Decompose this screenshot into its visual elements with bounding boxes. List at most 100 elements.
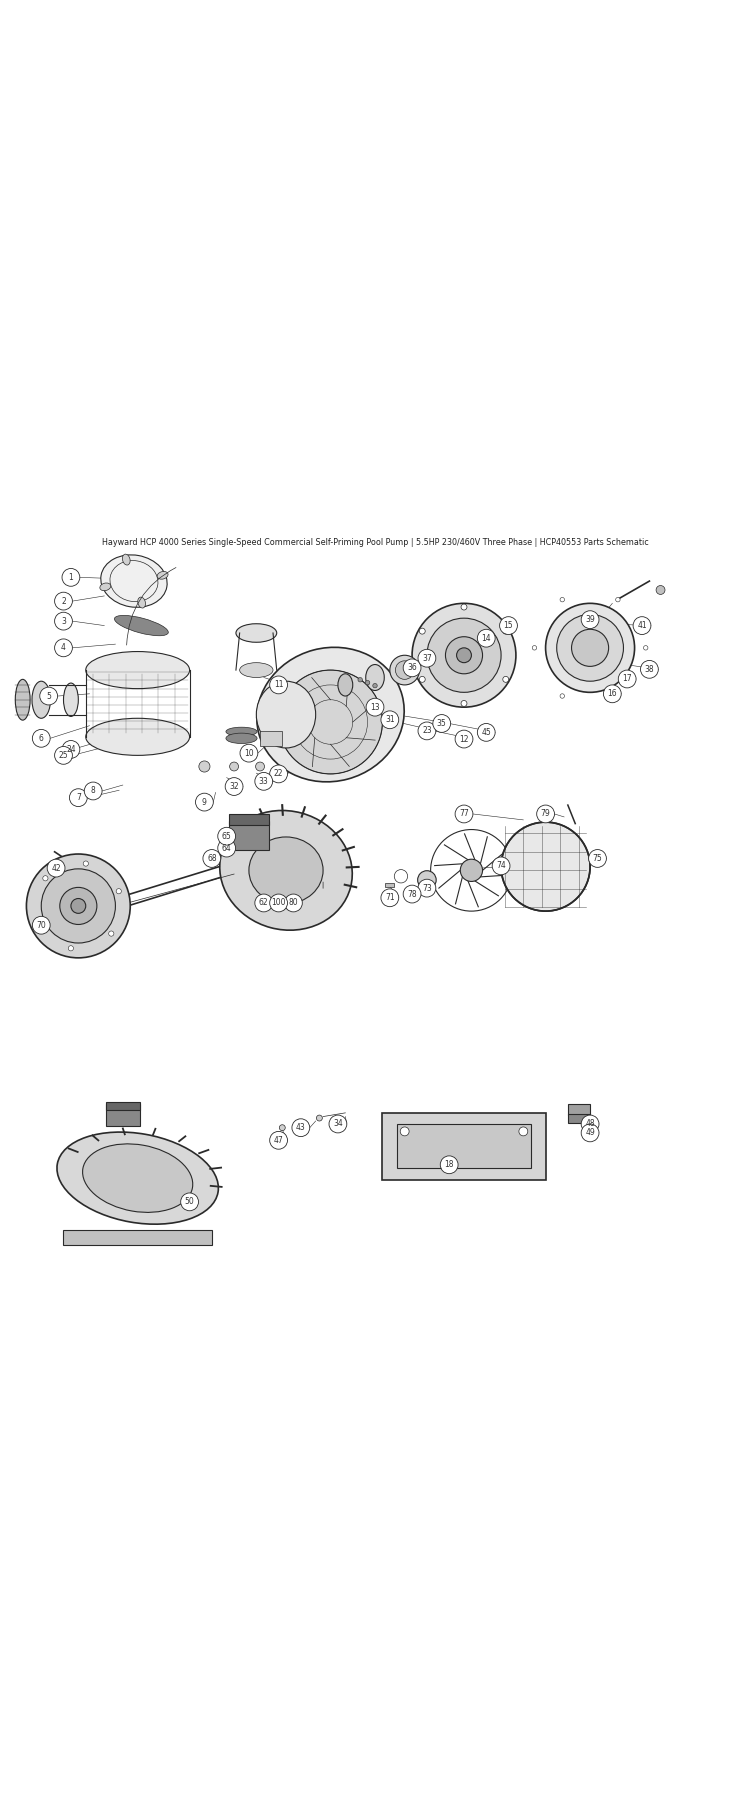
Ellipse shape xyxy=(57,1132,218,1224)
Circle shape xyxy=(40,688,58,706)
Text: 39: 39 xyxy=(585,616,595,625)
Text: 73: 73 xyxy=(422,884,432,893)
Ellipse shape xyxy=(240,662,273,677)
Circle shape xyxy=(477,630,495,646)
Circle shape xyxy=(203,850,220,868)
Circle shape xyxy=(62,740,80,758)
Ellipse shape xyxy=(296,1120,302,1125)
Text: 38: 38 xyxy=(644,664,654,673)
Ellipse shape xyxy=(616,693,620,698)
Text: 9: 9 xyxy=(202,797,207,806)
Text: 14: 14 xyxy=(482,634,491,643)
Circle shape xyxy=(366,698,384,716)
Text: 3: 3 xyxy=(61,617,66,626)
Circle shape xyxy=(640,661,658,679)
Ellipse shape xyxy=(560,693,565,698)
Text: 43: 43 xyxy=(296,1123,306,1132)
Ellipse shape xyxy=(400,1127,409,1136)
Ellipse shape xyxy=(656,585,665,594)
Circle shape xyxy=(477,724,495,742)
Circle shape xyxy=(255,895,273,913)
Text: 8: 8 xyxy=(91,787,95,796)
Circle shape xyxy=(604,686,621,702)
Ellipse shape xyxy=(644,646,648,650)
Circle shape xyxy=(270,1132,287,1148)
Circle shape xyxy=(633,617,651,634)
Ellipse shape xyxy=(236,625,277,643)
Bar xyxy=(106,1102,140,1111)
Ellipse shape xyxy=(427,617,501,693)
Circle shape xyxy=(284,895,302,913)
Ellipse shape xyxy=(572,630,609,666)
Text: 16: 16 xyxy=(608,689,617,698)
Ellipse shape xyxy=(278,670,382,774)
Ellipse shape xyxy=(461,700,467,706)
Circle shape xyxy=(329,1114,346,1132)
Circle shape xyxy=(217,828,236,846)
Ellipse shape xyxy=(519,1127,528,1136)
Text: 22: 22 xyxy=(274,769,284,778)
Text: Hayward HCP 4000 Series Single-Speed Commercial Self-Priming Pool Pump | 5.5HP 2: Hayward HCP 4000 Series Single-Speed Com… xyxy=(102,538,648,547)
Text: 47: 47 xyxy=(274,1136,284,1145)
Circle shape xyxy=(455,805,473,823)
Bar xyxy=(229,814,269,824)
Circle shape xyxy=(381,889,399,907)
Ellipse shape xyxy=(100,554,167,607)
Text: 1: 1 xyxy=(68,572,74,581)
Text: 23: 23 xyxy=(422,727,432,736)
Ellipse shape xyxy=(279,1125,285,1130)
Text: 15: 15 xyxy=(504,621,513,630)
Text: 10: 10 xyxy=(244,749,254,758)
Text: 48: 48 xyxy=(585,1120,595,1129)
Circle shape xyxy=(55,639,73,657)
Circle shape xyxy=(270,677,287,693)
Circle shape xyxy=(55,612,73,630)
Text: 35: 35 xyxy=(436,718,447,727)
Ellipse shape xyxy=(532,646,537,650)
Circle shape xyxy=(255,772,273,790)
Circle shape xyxy=(292,1120,310,1136)
Text: 65: 65 xyxy=(222,832,232,841)
Text: 42: 42 xyxy=(51,864,61,873)
Circle shape xyxy=(70,788,87,806)
Ellipse shape xyxy=(220,810,352,931)
Circle shape xyxy=(581,1123,599,1141)
Circle shape xyxy=(404,659,421,677)
Circle shape xyxy=(32,729,50,747)
Text: 71: 71 xyxy=(385,893,394,902)
Text: 6: 6 xyxy=(39,734,44,743)
Ellipse shape xyxy=(616,598,620,601)
Ellipse shape xyxy=(122,554,130,565)
Ellipse shape xyxy=(503,628,509,634)
Bar xyxy=(260,731,282,745)
Ellipse shape xyxy=(109,931,114,936)
Ellipse shape xyxy=(501,823,590,911)
Circle shape xyxy=(418,878,436,896)
Text: 2: 2 xyxy=(62,596,66,605)
Text: 36: 36 xyxy=(407,664,417,673)
Ellipse shape xyxy=(373,684,377,688)
Bar xyxy=(229,821,269,850)
Circle shape xyxy=(418,650,436,668)
Text: 77: 77 xyxy=(459,810,469,819)
Text: 31: 31 xyxy=(385,715,394,724)
Ellipse shape xyxy=(366,664,384,691)
Ellipse shape xyxy=(418,871,436,889)
Text: 13: 13 xyxy=(370,702,380,711)
Text: 45: 45 xyxy=(482,727,491,736)
Circle shape xyxy=(240,743,258,761)
Bar xyxy=(106,1103,140,1127)
Text: 78: 78 xyxy=(407,889,417,898)
Text: 79: 79 xyxy=(541,810,550,819)
Circle shape xyxy=(84,781,102,799)
Ellipse shape xyxy=(82,1143,193,1213)
Circle shape xyxy=(589,850,607,868)
Text: 4: 4 xyxy=(61,643,66,652)
Ellipse shape xyxy=(461,605,467,610)
Ellipse shape xyxy=(60,887,97,925)
Ellipse shape xyxy=(556,614,623,680)
Circle shape xyxy=(270,895,287,913)
Circle shape xyxy=(618,670,636,688)
Ellipse shape xyxy=(419,677,425,682)
Text: 74: 74 xyxy=(496,862,506,871)
